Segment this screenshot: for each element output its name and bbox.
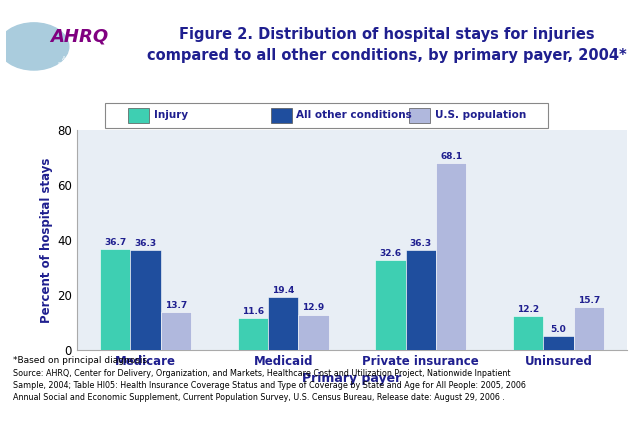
Text: 36.7: 36.7 — [104, 238, 127, 247]
FancyBboxPatch shape — [105, 103, 548, 128]
Text: 36.3: 36.3 — [410, 239, 432, 248]
Circle shape — [0, 23, 69, 70]
Text: All other conditions: All other conditions — [296, 110, 412, 121]
Bar — [376, 260, 406, 350]
Text: 15.7: 15.7 — [577, 295, 600, 305]
Bar — [513, 317, 543, 350]
Text: 11.6: 11.6 — [242, 307, 264, 316]
Bar — [573, 307, 604, 350]
Bar — [410, 108, 430, 123]
Text: 12.2: 12.2 — [517, 305, 539, 314]
Bar — [131, 250, 161, 350]
Text: *Based on principal diagnosis.: *Based on principal diagnosis. — [13, 356, 150, 365]
Bar — [298, 314, 328, 350]
Text: 68.1: 68.1 — [440, 152, 462, 161]
Text: Injury: Injury — [154, 110, 188, 121]
Text: 12.9: 12.9 — [302, 303, 324, 312]
X-axis label: Primary payer: Primary payer — [302, 372, 402, 385]
Text: Source: AHRQ, Center for Delivery, Organization, and Markets, Healthcare Cost an: Source: AHRQ, Center for Delivery, Organ… — [13, 369, 525, 402]
Text: Figure 2. Distribution of hospital stays for injuries
compared to all other cond: Figure 2. Distribution of hospital stays… — [147, 27, 627, 63]
Bar — [271, 108, 292, 123]
Text: 13.7: 13.7 — [164, 301, 187, 310]
Bar — [268, 297, 298, 350]
Bar — [128, 108, 149, 123]
Bar — [100, 249, 131, 350]
Bar — [543, 336, 573, 350]
Text: 19.4: 19.4 — [272, 286, 294, 295]
Bar — [436, 163, 466, 350]
Bar — [406, 250, 436, 350]
Text: 5.0: 5.0 — [550, 325, 566, 334]
Bar — [161, 312, 191, 350]
Bar — [238, 318, 268, 350]
Text: Advancing
Excellence in
Health Care: Advancing Excellence in Health Care — [58, 56, 99, 74]
Text: U.S. population: U.S. population — [435, 110, 526, 121]
Text: 32.6: 32.6 — [380, 249, 401, 258]
Text: AHRQ: AHRQ — [50, 27, 108, 45]
Text: 36.3: 36.3 — [134, 239, 157, 248]
Y-axis label: Percent of hospital stays: Percent of hospital stays — [40, 158, 53, 323]
